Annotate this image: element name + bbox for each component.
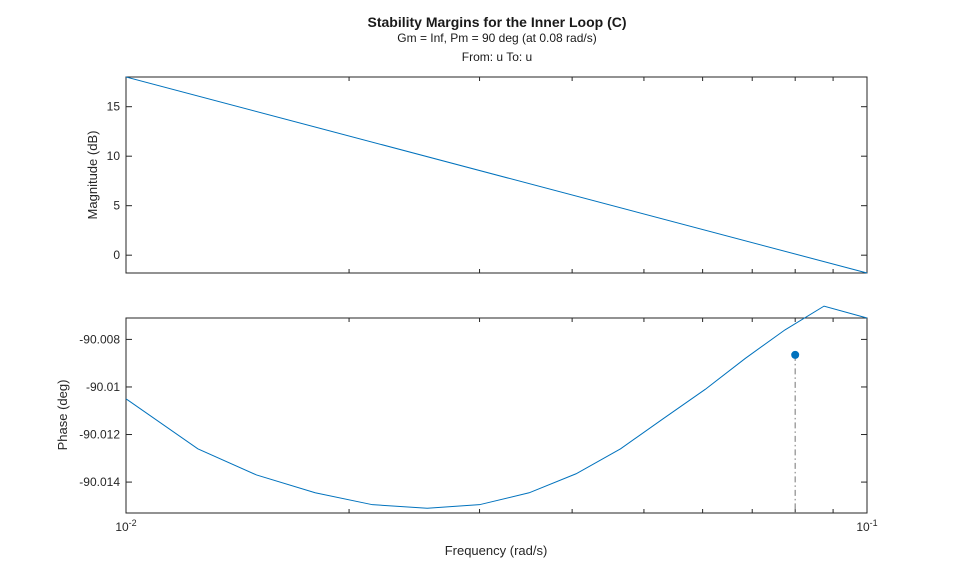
y-tick-label: -90.008: [79, 332, 120, 346]
x-tick-labels: 10-2 10-1: [115, 518, 877, 534]
phase-ticks: -90.008 -90.01 -90.012 -90.014: [79, 318, 867, 513]
x-tick-base: 10: [115, 520, 129, 534]
y-tick-label: 10: [107, 149, 121, 163]
y-tick-label: -90.01: [86, 380, 120, 394]
magnitude-ylabel: Magnitude (dB): [85, 131, 100, 220]
x-tick-exponent: -2: [129, 518, 137, 528]
phase-series: [125, 305, 868, 513]
io-label: From: u To: u: [462, 50, 532, 64]
phase-axes: -90.008 -90.01 -90.012 -90.014: [79, 305, 868, 514]
series-line: [125, 76, 868, 274]
magnitude-plot-box: [125, 76, 868, 274]
x-tick-label: 10-2: [115, 518, 136, 534]
y-tick-label: -90.014: [79, 475, 120, 489]
phase-ylabel: Phase (deg): [55, 380, 70, 451]
x-axis-label: Frequency (rad/s): [445, 543, 548, 558]
y-tick-label: 15: [107, 100, 121, 114]
y-tick-label: 0: [113, 248, 120, 262]
chart-title: Stability Margins for the Inner Loop (C): [368, 14, 627, 30]
phase-margin-marker: [791, 350, 800, 359]
x-tick-label: 10-1: [856, 518, 877, 534]
x-tick-base: 10: [856, 520, 870, 534]
y-tick-label: 5: [113, 199, 120, 213]
series-line: [125, 305, 868, 509]
y-tick-label: -90.012: [79, 428, 120, 442]
magnitude-axes: 15 10 5 0: [107, 76, 868, 274]
magnitude-ticks: 15 10 5 0: [107, 77, 867, 273]
phase-plot-box: [125, 317, 868, 514]
x-tick-exponent: -1: [870, 518, 878, 528]
chart-subtitle: Gm = Inf, Pm = 90 deg (at 0.08 rad/s): [397, 31, 596, 45]
magnitude-series: [125, 76, 868, 274]
